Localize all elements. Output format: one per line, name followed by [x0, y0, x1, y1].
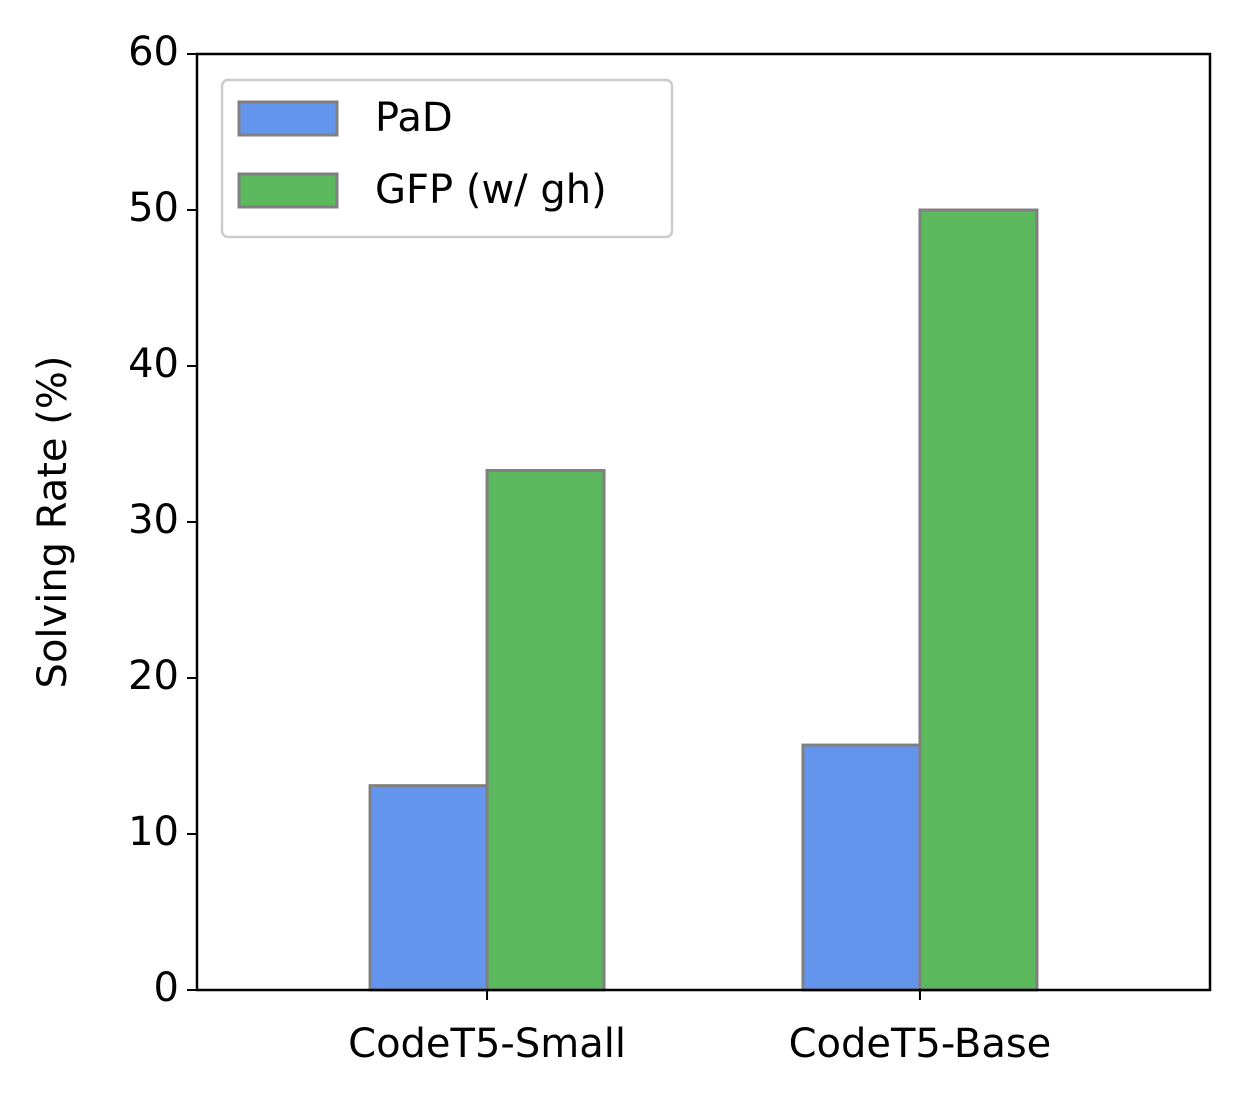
y-tick-label: 10 — [128, 809, 179, 855]
plot-frame — [195, 52, 1212, 992]
x-tick-label: CodeT5-Small — [348, 1021, 626, 1067]
y-tick-label: 50 — [128, 185, 179, 231]
bar — [368, 784, 489, 992]
x-tick-label: CodeT5-Base — [789, 1021, 1052, 1067]
y-tick-label: 20 — [128, 653, 179, 699]
y-tick-label: 40 — [128, 341, 179, 387]
legend-swatch — [237, 172, 339, 209]
legend-label: PaD — [375, 95, 453, 141]
y-axis-label: Solving Rate (%) — [30, 356, 76, 689]
legend-label: GFP (w/ gh) — [375, 167, 607, 213]
bar — [485, 469, 606, 992]
legend-swatch — [237, 100, 339, 137]
y-tick-label: 60 — [128, 29, 179, 75]
y-tick-label: 30 — [128, 497, 179, 543]
y-tick-label: 0 — [154, 965, 179, 1011]
bar — [918, 208, 1039, 992]
bar — [801, 743, 922, 992]
